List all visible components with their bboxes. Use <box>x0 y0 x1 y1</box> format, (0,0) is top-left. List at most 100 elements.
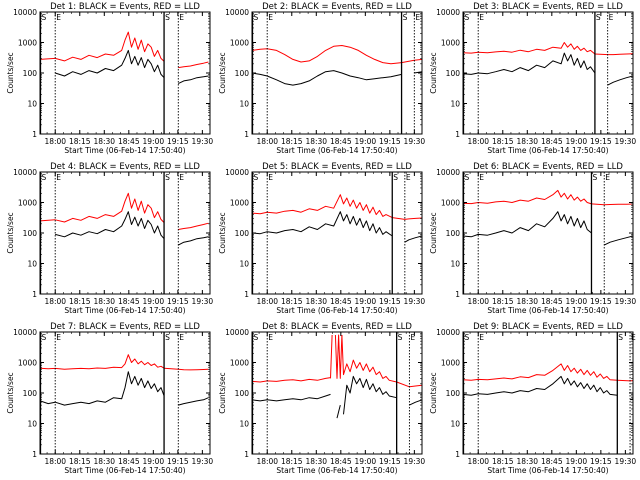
x-tick-label: 18:30 <box>305 137 327 146</box>
x-tick-label: 18:45 <box>118 457 140 466</box>
y-tick-label: 1000 <box>441 39 460 48</box>
x-tick-label: 18:00 <box>44 457 66 466</box>
y-tick-label: 10 <box>239 260 249 269</box>
y-axis-label: Counts/sec <box>218 52 227 93</box>
interval-marker-label: S <box>165 173 170 182</box>
series-line-lld-5 <box>330 334 333 379</box>
x-axis-label: Start Time (06-Feb-14 17:50:40) <box>64 466 185 475</box>
y-tick-label: 100 <box>23 389 38 398</box>
series-line-events-1 <box>603 235 633 246</box>
series-line-lld-6 <box>334 334 343 379</box>
x-tick-label: 18:00 <box>467 137 489 146</box>
series-line-events-0 <box>40 371 165 406</box>
x-tick-label: 19:15 <box>590 297 612 306</box>
y-axis-label: Counts/sec <box>429 52 438 93</box>
plot-area <box>463 42 633 86</box>
x-tick-label: 19:15 <box>167 297 189 306</box>
interval-marker-label: S <box>41 173 46 182</box>
interval-marker-label: S <box>618 333 623 342</box>
y-tick-label: 10 <box>450 100 460 109</box>
interval-marker-label: S <box>165 333 170 342</box>
interval-marker-label: S <box>253 333 258 342</box>
interval-marker-label: S <box>592 173 597 182</box>
interval-marker-label: S <box>596 13 601 22</box>
x-tick-label: 18:15 <box>492 137 514 146</box>
y-tick-label: 10000 <box>225 328 249 337</box>
plot-area <box>40 192 209 246</box>
x-tick-label: 18:30 <box>516 137 538 146</box>
x-tick-label: 18:30 <box>516 297 538 306</box>
series-line-lld-4 <box>178 222 209 230</box>
plot-area <box>252 45 422 86</box>
x-tick-label: 19:15 <box>167 457 189 466</box>
series-line-lld-3 <box>617 379 633 382</box>
y-axis-label: Counts/sec <box>6 212 15 253</box>
x-axis-label: Start Time (06-Feb-14 17:50:40) <box>487 466 608 475</box>
x-axis-label: Start Time (06-Feb-14 17:50:40) <box>64 306 185 315</box>
y-tick-label: 10000 <box>13 8 37 17</box>
panel-title: Det 2: BLACK = Events, RED = LLD <box>262 2 412 12</box>
panel-title: Det 1: BLACK = Events, RED = LLD <box>50 2 200 12</box>
x-tick-label: 18:45 <box>330 137 352 146</box>
plot-frame <box>251 11 423 135</box>
y-tick-label: 1 <box>32 290 37 299</box>
x-tick-label: 19:30 <box>615 137 637 146</box>
series-line-events-1 <box>178 397 209 406</box>
series-line-lld-2 <box>40 219 56 222</box>
interval-marker-label: E <box>56 173 61 182</box>
interval-marker-label: E <box>179 13 184 22</box>
interval-marker-label: S <box>464 13 469 22</box>
x-tick-label: 19:15 <box>379 137 401 146</box>
series-line-lld-4 <box>178 61 209 69</box>
y-axis-label: Counts/sec <box>218 372 227 413</box>
interval-marker-label: S <box>41 333 46 342</box>
y-tick-label: 10000 <box>436 8 460 17</box>
x-tick-label: 18:00 <box>467 457 489 466</box>
series-line-events-1 <box>607 75 633 86</box>
x-tick-label: 18:15 <box>69 137 91 146</box>
series-line-lld-2 <box>40 57 56 60</box>
plot-frame <box>39 11 211 135</box>
plot-frame <box>462 171 634 295</box>
interval-marker-label: E <box>609 13 614 22</box>
series-line-events-1 <box>178 236 209 246</box>
y-tick-label: 10000 <box>225 168 249 177</box>
x-tick-label: 18:45 <box>118 137 140 146</box>
series-line-events-1 <box>404 235 422 243</box>
series-line-events-0 <box>252 393 331 402</box>
y-tick-label: 10000 <box>13 168 37 177</box>
y-tick-label: 1 <box>244 450 249 459</box>
series-line-lld-2 <box>463 189 592 205</box>
y-tick-label: 100 <box>235 229 250 238</box>
y-tick-label: 10 <box>450 420 460 429</box>
y-tick-label: 10 <box>239 100 249 109</box>
y-tick-label: 10000 <box>13 328 37 337</box>
x-axis-label: Start Time (06-Feb-14 17:50:40) <box>276 306 397 315</box>
x-tick-label: 18:15 <box>492 457 514 466</box>
series-line-lld-3 <box>401 58 422 64</box>
interval-marker-label: E <box>631 333 636 342</box>
plot-frame <box>462 331 634 455</box>
x-tick-label: 19:15 <box>590 137 612 146</box>
series-line-events-1 <box>178 75 209 85</box>
interval-marker-label: S <box>253 13 258 22</box>
interval-marker-label: E <box>479 333 484 342</box>
series-line-events-0 <box>252 70 402 86</box>
x-tick-label: 19:15 <box>379 457 401 466</box>
x-tick-label: 19:15 <box>590 457 612 466</box>
y-tick-label: 1 <box>455 130 460 139</box>
x-tick-label: 19:15 <box>167 137 189 146</box>
interval-marker-label: E <box>479 13 484 22</box>
series-line-lld-2 <box>252 45 402 65</box>
interval-marker-label: E <box>415 13 420 22</box>
x-tick-label: 18:30 <box>93 137 115 146</box>
x-tick-label: 18:30 <box>305 457 327 466</box>
x-tick-label: 19:00 <box>355 297 377 306</box>
y-tick-label: 10000 <box>436 328 460 337</box>
x-axis-label: Start Time (06-Feb-14 17:50:40) <box>276 466 397 475</box>
x-tick-label: 19:00 <box>143 137 165 146</box>
plot-area <box>463 363 633 401</box>
